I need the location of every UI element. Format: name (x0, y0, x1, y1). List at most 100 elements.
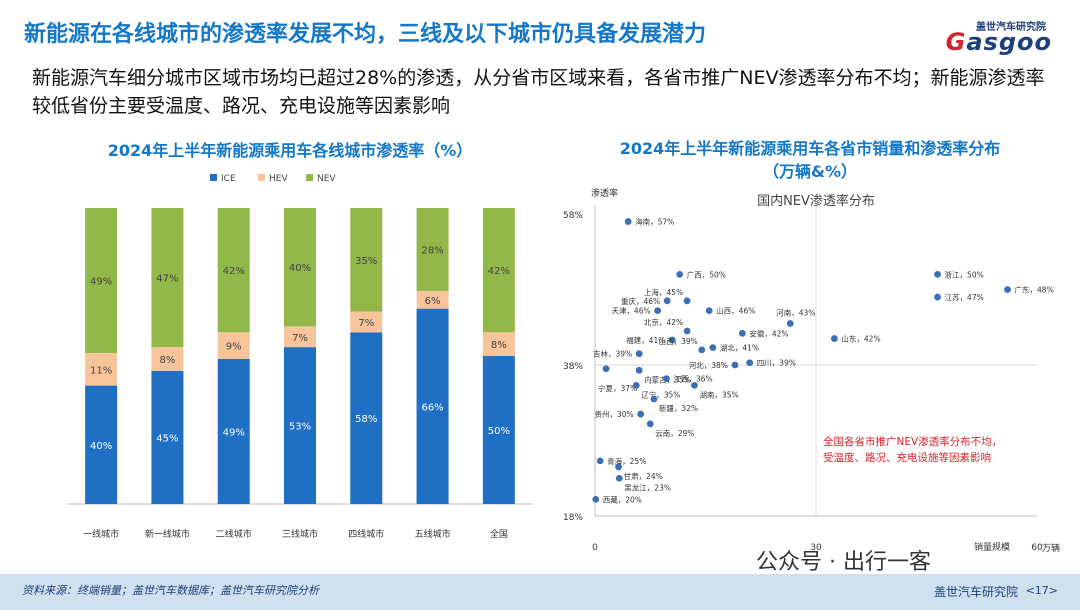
bar-hev-3 (284, 326, 316, 348)
footer-org: 盖世汽车研究院 (933, 585, 1018, 599)
page-number: <17> (1025, 584, 1058, 597)
x-axis-unit: 万辆 (1042, 542, 1060, 554)
legend-label-ice: ICE (221, 174, 236, 184)
point-7 (683, 327, 691, 335)
point-label-10: 福建，41% (626, 335, 665, 345)
x-axis-title: 销量规模 (974, 541, 1010, 553)
point-label-29: 江苏，47% (945, 292, 984, 302)
point-0 (624, 218, 632, 225)
x-tick-label-3: 三线城市 (282, 528, 318, 540)
x-tick-label-1: 新一线城市 (145, 528, 190, 540)
point-label-27: 西藏，20% (603, 494, 642, 504)
point-label-24: 青海，25% (607, 456, 646, 466)
scatter-chart: 国内NEV渗透率分布 渗透率 58% 38% 18% 0 30 60 销量规模 万辆 海南，57% 广… (563, 187, 1060, 554)
point-14 (746, 359, 754, 367)
point-label-20: 湖南，35% (699, 389, 738, 399)
bar-ice-2 (217, 358, 250, 504)
gasgoo-logo: 盖世汽车研究院 Gasgoo (942, 18, 1052, 56)
x-tick-label-0: 一线城市 (83, 528, 119, 540)
data-label-ice-0: 40% (90, 441, 112, 452)
data-label-hev-3: 7% (292, 333, 308, 344)
point-label-15: 河北，38% (689, 361, 728, 370)
x-tick-label-2: 60 (1031, 543, 1043, 553)
point-10 (668, 336, 676, 344)
x-tick-label-2: 二线城市 (216, 528, 252, 540)
footer-bar: 资料来源：终端销量；盖世汽车数据库；盖世汽车研究院分析 盖世汽车研究院 <17> (0, 574, 1080, 610)
x-tick-label-4: 四线城市 (348, 528, 384, 540)
point-label-2: 重庆，46% (621, 296, 660, 306)
logo-en-text: Gasgoo (945, 28, 1052, 56)
data-label-ice-3: 53% (289, 422, 311, 433)
bar-ice-1 (151, 370, 184, 504)
point-label-22: 贵州，30% (595, 409, 634, 419)
footer-source: 资料来源：终端销量；盖世汽车数据库；盖世汽车研究院分析 (22, 584, 319, 597)
bar-hev-4 (350, 311, 383, 333)
point-13 (635, 350, 643, 358)
point-label-18: 宁夏，37% (598, 383, 637, 393)
point-18 (602, 365, 610, 373)
annotation-line-1: 全国各省市推广NEV渗透率分布不均， (823, 435, 1002, 448)
bar-nev-1 (151, 208, 184, 348)
point-15 (731, 361, 739, 369)
data-label-ice-6: 50% (488, 426, 510, 437)
data-label-nev-6: 42% (488, 266, 510, 277)
y-tick-label-1: 38% (563, 362, 583, 372)
point-27 (592, 495, 600, 503)
point-6 (786, 320, 794, 327)
point-19 (632, 381, 640, 389)
x-tick-label-0: 0 (592, 543, 598, 553)
point-label-6: 河南，43% (776, 307, 815, 317)
bar-ice-4 (350, 332, 383, 504)
data-label-ice-5: 66% (421, 402, 443, 413)
page-subtitle: 新能源汽车细分城市区域市场均已超过28%的渗透，从分省市区域来看，各省市推广NE… (32, 67, 1045, 117)
x-tick-label-1: 30 (810, 543, 822, 553)
point-label-9: 山东，42% (841, 334, 880, 344)
x-tick-label-6: 全国 (490, 528, 508, 540)
point-label-3: 上海，45% (644, 287, 683, 297)
point-label-0: 海南，57% (635, 217, 674, 227)
bar-ice-3 (284, 347, 316, 504)
y-tick-label-0: 58% (563, 211, 583, 221)
bar-nev-5 (416, 208, 449, 291)
bar-nev-2 (217, 208, 250, 333)
point-label-25: 甘肃，24% (624, 471, 663, 481)
point-22 (637, 410, 645, 418)
point-25 (615, 463, 622, 471)
point-29 (934, 293, 941, 301)
point-23 (646, 420, 654, 428)
point-label-4: 天津，46% (611, 307, 650, 316)
point-label-5: 山西，46% (716, 306, 755, 316)
point-label-8: 安徽，42% (749, 328, 788, 338)
point-label-14: 四川，39% (757, 359, 796, 368)
point-3 (683, 297, 691, 305)
bar-nev-6 (482, 208, 515, 333)
x-tick-label-5: 五线城市 (415, 528, 451, 540)
data-label-hev-6: 8% (491, 340, 507, 351)
bar-nev-3 (284, 208, 316, 327)
annotation-line-2: 受温度、路况、充电设施等因素影响 (823, 451, 991, 464)
legend-swatch-nev (306, 174, 313, 181)
y-tick-label-2: 18% (563, 513, 583, 523)
data-label-nev-1: 47% (156, 274, 178, 285)
point-label-21: 新疆，32% (659, 403, 698, 413)
point-21 (650, 395, 658, 403)
point-label-19: 辽宁，35% (641, 389, 680, 399)
data-label-hev-0: 11% (90, 365, 112, 376)
point-label-1: 广西，50% (687, 269, 726, 279)
data-label-nev-3: 40% (289, 263, 311, 274)
point-2 (663, 297, 671, 305)
point-4 (654, 307, 662, 315)
bar-ice-5 (416, 308, 449, 504)
point-12 (698, 346, 706, 354)
point-label-30: 广东，48% (1015, 285, 1054, 295)
data-label-ice-2: 49% (223, 427, 245, 438)
point-label-17: 江西，36% (673, 375, 712, 384)
point-28 (934, 271, 941, 278)
point-9 (831, 335, 838, 342)
y-axis-title: 渗透率 (591, 187, 618, 199)
data-label-nev-2: 42% (223, 266, 245, 277)
data-label-ice-4: 58% (355, 414, 377, 425)
data-label-nev-4: 35% (355, 256, 377, 267)
bar-hev-5 (416, 290, 449, 309)
bar-hev-2 (217, 332, 250, 359)
